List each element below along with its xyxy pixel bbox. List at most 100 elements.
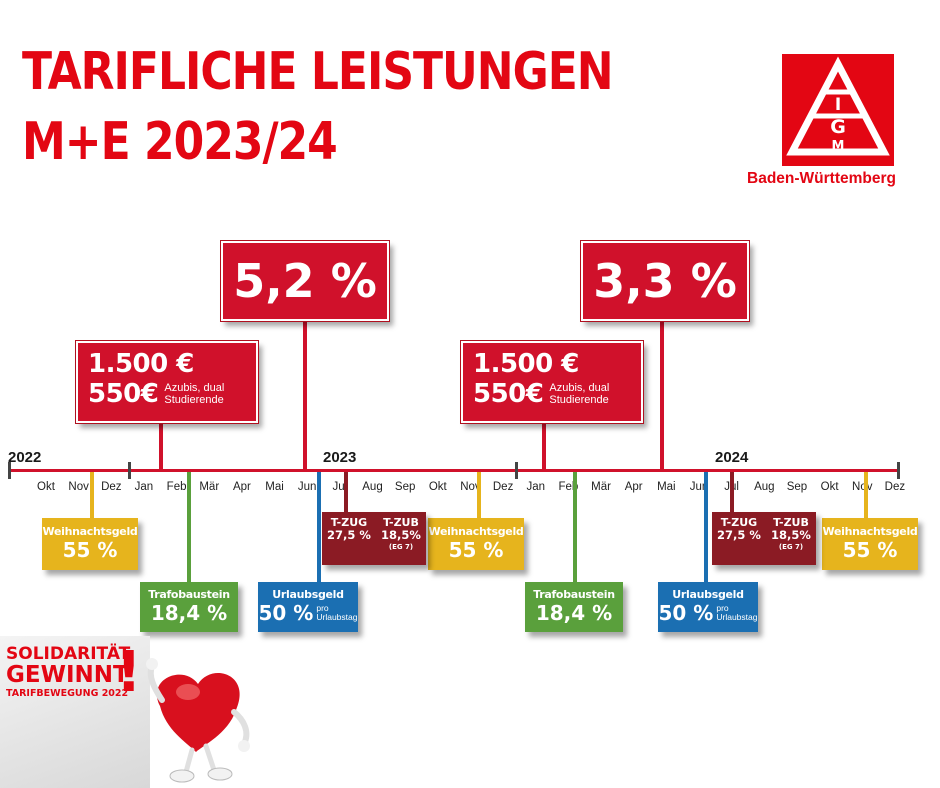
bonus-box-2: 1.500 € 550€ Azubis, dual Studierende: [460, 340, 644, 424]
badge-line1: SOLIDARITÄT: [6, 644, 131, 664]
weihnachtsgeld-label: Weihnachtsgeld: [428, 525, 524, 538]
urlaubsgeld-box-1: Urlaubsgeld 50 % pro Urlaubstag: [258, 582, 358, 632]
month-label: Mär: [591, 481, 611, 493]
stem-urlaubsgeld-2: [704, 472, 708, 582]
year-label-2023: 2023: [323, 449, 357, 466]
stem-bonus-1: [159, 420, 163, 470]
trafobaustein-box-2: Trafobaustein 18,4 %: [525, 582, 623, 632]
month-label: Mai: [265, 481, 284, 493]
tzug-box-1: T-ZUG 27,5 % T-ZUB 18,5% (EG 7): [322, 512, 426, 565]
logo-letter-i: I: [835, 95, 841, 115]
campaign-badge: SOLIDARITÄT GEWINNT TARIFBEWEGUNG 2022 !: [0, 636, 150, 788]
tzub-note: (EG 7): [778, 543, 804, 551]
urlaubsgeld-note: pro: [716, 603, 729, 613]
tzub-value: 18,5%: [771, 528, 811, 542]
month-label: Apr: [624, 481, 643, 493]
bonus-note: Studierende: [164, 394, 224, 406]
month-label: Jan: [134, 481, 154, 493]
trafobaustein-label: Trafobaustein: [533, 588, 615, 601]
bonus-amount: 1.500 €: [88, 349, 194, 379]
month-label: Apr: [232, 481, 251, 493]
badge-line2: GEWINNT: [6, 662, 129, 688]
stem-tzug-1: [344, 472, 348, 512]
badge-exclamation: !: [116, 640, 142, 705]
badge-line3: TARIFBEWEGUNG 2022: [6, 688, 129, 699]
month-label: Sep: [786, 481, 808, 493]
month-label: Mai: [657, 481, 676, 493]
bonus-note: Azubis, dual: [164, 382, 225, 394]
trafobaustein-value: 18,4 %: [150, 601, 228, 625]
month-label: Mär: [199, 481, 220, 493]
trafobaustein-label: Trafobaustein: [148, 588, 230, 601]
month-label: Aug: [362, 481, 383, 493]
axis-tick: [128, 462, 131, 479]
urlaubsgeld-box-2: Urlaubsgeld 50 % pro Urlaubstag: [658, 582, 758, 632]
tzub-label: T-ZUB: [773, 516, 809, 529]
trafobaustein-value: 18,4 %: [535, 601, 613, 625]
weihnachtsgeld-label: Weihnachtsgeld: [822, 525, 918, 538]
year-label-2022: 2022: [8, 449, 42, 466]
tzug-value: 27,5 %: [327, 528, 371, 542]
urlaubsgeld-note: Urlaubstag: [316, 612, 358, 622]
weihnachtsgeld-box-3: Weihnachtsgeld 55 %: [822, 518, 918, 570]
urlaubsgeld-value: 50 %: [658, 601, 714, 625]
stem-bonus-2: [542, 420, 546, 470]
axis-tick: [515, 462, 518, 479]
tzub-label: T-ZUB: [383, 516, 419, 529]
bonus-note: Studierende: [549, 394, 609, 406]
logo-letter-g: G: [830, 116, 846, 138]
stem-trafobaustein-1: [187, 472, 191, 582]
month-label: Okt: [820, 481, 839, 493]
urlaubsgeld-value: 50 %: [258, 601, 314, 625]
logo-letter-m: M: [832, 139, 845, 154]
bonus-box-1: 1.500 € 550€ Azubis, dual Studierende: [75, 340, 259, 424]
page-title-line2: M+E 2023/24: [22, 112, 338, 173]
urlaubsgeld-note: pro: [316, 603, 329, 613]
month-label: Aug: [754, 481, 775, 493]
month-label: Dez: [884, 481, 906, 493]
trafobaustein-box-1: Trafobaustein 18,4 %: [140, 582, 238, 632]
weihnachtsgeld-value: 55 %: [448, 538, 504, 562]
tzug-value: 27,5 %: [717, 528, 761, 542]
tzub-value: 18,5%: [381, 528, 421, 542]
tzug-label: T-ZUG: [330, 516, 368, 529]
igm-triangle-icon: I G M: [786, 56, 890, 156]
raise-box-2: 3,3 %: [580, 240, 750, 322]
month-label: Jun: [297, 481, 317, 493]
weihnachtsgeld-value: 55 %: [62, 538, 118, 562]
igm-logo: I G M: [782, 54, 894, 166]
stem-weihnachtsgeld-3: [864, 472, 868, 518]
month-label: Okt: [428, 481, 447, 493]
month-label: Dez: [492, 481, 514, 493]
tzub-note: (EG 7): [388, 543, 414, 551]
urlaubsgeld-label: Urlaubsgeld: [272, 588, 344, 601]
mascot-heart-icon: [146, 658, 250, 783]
bonus-amount-azubi: 550€: [473, 379, 544, 409]
axis-tick: [897, 462, 900, 479]
stem-trafobaustein-2: [573, 472, 577, 582]
weihnachtsgeld-box-1: Weihnachtsgeld 55 %: [42, 518, 138, 570]
logo-region: Baden-Württemberg: [747, 170, 896, 187]
weihnachtsgeld-value: 55 %: [842, 538, 898, 562]
bonus-amount-azubi: 550€: [88, 379, 159, 409]
bonus-amount: 1.500 €: [473, 349, 579, 379]
page-title-line1: TARIFLICHE LEISTUNGEN: [22, 42, 614, 103]
month-label: Nov: [68, 481, 89, 493]
raise-box-1: 5,2 %: [220, 240, 390, 322]
month-label: Jun: [689, 481, 709, 493]
month-label: Sep: [394, 481, 416, 493]
weihnachtsgeld-box-2: Weihnachtsgeld 55 %: [428, 518, 524, 570]
month-label: Jan: [526, 481, 546, 493]
stem-weihnachtsgeld-2: [477, 472, 481, 518]
month-label: Nov: [460, 481, 481, 493]
tzug-box-2: T-ZUG 27,5 % T-ZUB 18,5% (EG 7): [712, 512, 816, 565]
month-label: Okt: [37, 481, 55, 493]
stem-tzug-2: [730, 472, 734, 512]
month-label: Jul: [332, 481, 348, 493]
year-label-2024: 2024: [715, 449, 749, 466]
bonus-note: Azubis, dual: [549, 382, 610, 394]
urlaubsgeld-note: Urlaubstag: [716, 612, 758, 622]
weihnachtsgeld-label: Weihnachtsgeld: [42, 525, 138, 538]
axis-tick: [8, 462, 11, 479]
urlaubsgeld-label: Urlaubsgeld: [672, 588, 744, 601]
